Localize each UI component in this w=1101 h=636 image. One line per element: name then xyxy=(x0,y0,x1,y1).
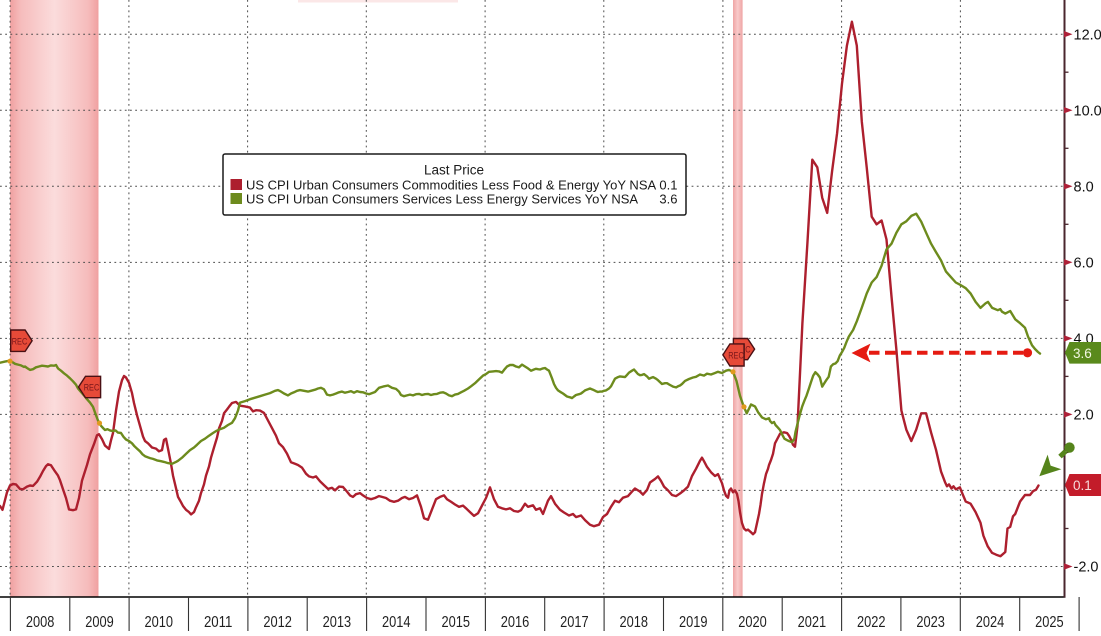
svg-text:2025: 2025 xyxy=(1035,614,1064,631)
svg-text:12.0: 12.0 xyxy=(1074,27,1101,43)
svg-text:2014: 2014 xyxy=(382,614,411,631)
svg-text:2013: 2013 xyxy=(323,614,352,631)
svg-text:REC: REC xyxy=(12,336,28,346)
svg-text:US CPI Urban Consumers Service: US CPI Urban Consumers Services Less Ene… xyxy=(246,191,638,206)
svg-text:2.0: 2.0 xyxy=(1074,408,1094,424)
svg-text:REC: REC xyxy=(84,383,100,393)
svg-text:0.1: 0.1 xyxy=(1073,478,1092,493)
svg-text:2015: 2015 xyxy=(441,614,470,631)
svg-text:2019: 2019 xyxy=(679,614,708,631)
svg-text:2018: 2018 xyxy=(620,614,649,631)
svg-text:US CPI Urban Consumers Commodi: US CPI Urban Consumers Commodities Less … xyxy=(246,177,656,192)
svg-text:2020: 2020 xyxy=(738,614,767,631)
svg-text:3.6: 3.6 xyxy=(1073,346,1092,361)
svg-text:2021: 2021 xyxy=(798,614,827,631)
svg-text:2012: 2012 xyxy=(263,614,292,631)
svg-text:2009: 2009 xyxy=(85,614,114,631)
svg-text:-2.0: -2.0 xyxy=(1074,560,1099,576)
svg-text:6.0: 6.0 xyxy=(1074,256,1094,272)
svg-text:2016: 2016 xyxy=(501,614,530,631)
svg-text:2022: 2022 xyxy=(857,614,886,631)
svg-text:2023: 2023 xyxy=(916,614,945,631)
svg-text:REC: REC xyxy=(728,350,744,360)
svg-text:2024: 2024 xyxy=(976,614,1005,631)
svg-text:Last Price: Last Price xyxy=(424,163,484,178)
svg-text:0.1: 0.1 xyxy=(659,177,677,192)
svg-text:3.6: 3.6 xyxy=(659,191,677,206)
svg-text:2017: 2017 xyxy=(560,614,589,631)
svg-text:8.0: 8.0 xyxy=(1074,180,1094,196)
svg-text:2011: 2011 xyxy=(204,614,233,631)
svg-text:2008: 2008 xyxy=(26,614,55,631)
svg-text:2010: 2010 xyxy=(145,614,174,631)
svg-text:10.0: 10.0 xyxy=(1074,103,1101,119)
